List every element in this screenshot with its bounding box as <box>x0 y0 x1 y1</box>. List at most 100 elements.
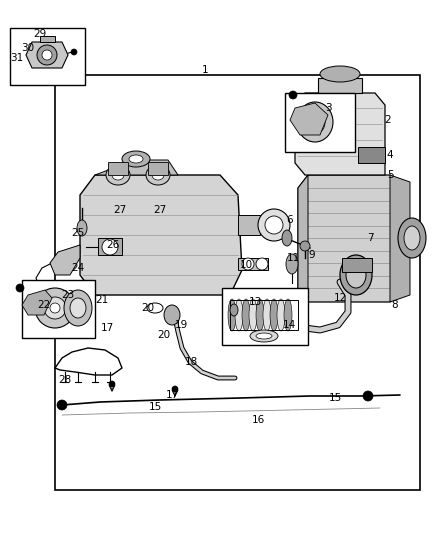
Ellipse shape <box>50 303 60 313</box>
Ellipse shape <box>256 258 268 270</box>
Ellipse shape <box>363 391 373 401</box>
Ellipse shape <box>164 305 180 325</box>
Text: 8: 8 <box>392 300 398 310</box>
Text: 27: 27 <box>113 205 127 215</box>
Text: 18: 18 <box>184 357 198 367</box>
Text: 13: 13 <box>248 297 261 307</box>
Text: 10: 10 <box>240 260 253 270</box>
Text: 28: 28 <box>58 375 72 385</box>
Ellipse shape <box>71 49 77 55</box>
Ellipse shape <box>404 226 420 250</box>
Text: 15: 15 <box>148 402 162 412</box>
Ellipse shape <box>284 299 292 331</box>
Text: 20: 20 <box>157 330 170 340</box>
Text: 15: 15 <box>328 393 342 403</box>
Text: 9: 9 <box>309 250 315 260</box>
Text: 23: 23 <box>61 290 74 300</box>
Ellipse shape <box>147 303 163 313</box>
Polygon shape <box>390 175 410 302</box>
Polygon shape <box>298 175 308 302</box>
Polygon shape <box>148 162 168 175</box>
Text: 2: 2 <box>385 115 391 125</box>
Polygon shape <box>26 42 68 68</box>
Polygon shape <box>238 258 268 270</box>
Ellipse shape <box>64 290 92 326</box>
Text: 4: 4 <box>387 150 393 160</box>
Ellipse shape <box>282 230 292 246</box>
Ellipse shape <box>146 165 170 185</box>
Polygon shape <box>98 238 122 255</box>
Text: 19: 19 <box>174 320 187 330</box>
Polygon shape <box>40 36 55 42</box>
Ellipse shape <box>270 299 278 331</box>
Text: 7: 7 <box>367 233 373 243</box>
Polygon shape <box>108 162 128 175</box>
Ellipse shape <box>37 45 57 65</box>
Polygon shape <box>298 175 398 302</box>
Ellipse shape <box>250 330 278 342</box>
Text: 20: 20 <box>141 303 155 313</box>
Text: 17: 17 <box>100 323 113 333</box>
Text: 14: 14 <box>283 320 296 330</box>
Ellipse shape <box>340 255 372 295</box>
Text: 6: 6 <box>287 215 293 225</box>
Polygon shape <box>290 103 328 135</box>
Text: 29: 29 <box>33 29 46 39</box>
Ellipse shape <box>258 209 290 241</box>
Ellipse shape <box>129 155 143 163</box>
Text: 1: 1 <box>201 65 208 75</box>
Ellipse shape <box>242 258 254 270</box>
Ellipse shape <box>44 297 66 319</box>
Polygon shape <box>80 175 242 295</box>
Ellipse shape <box>172 386 178 392</box>
Ellipse shape <box>57 400 67 410</box>
Ellipse shape <box>35 288 75 328</box>
Polygon shape <box>238 215 260 235</box>
Ellipse shape <box>398 218 426 258</box>
Ellipse shape <box>16 284 24 292</box>
Ellipse shape <box>297 102 333 142</box>
Polygon shape <box>95 160 178 175</box>
Ellipse shape <box>286 254 298 274</box>
Ellipse shape <box>106 165 130 185</box>
Text: 30: 30 <box>21 43 35 53</box>
Text: 17: 17 <box>166 390 179 400</box>
Text: 12: 12 <box>333 293 346 303</box>
Ellipse shape <box>102 239 118 255</box>
Ellipse shape <box>42 50 52 60</box>
Bar <box>22 280 95 338</box>
Text: 11: 11 <box>286 253 300 263</box>
Text: 27: 27 <box>153 205 166 215</box>
Ellipse shape <box>122 151 150 167</box>
Text: 22: 22 <box>37 300 51 310</box>
Ellipse shape <box>346 262 366 288</box>
Bar <box>55 75 420 490</box>
Text: 5: 5 <box>387 170 393 180</box>
Ellipse shape <box>256 333 272 339</box>
Polygon shape <box>342 258 372 272</box>
Text: 21: 21 <box>95 295 109 305</box>
Ellipse shape <box>277 293 297 323</box>
Ellipse shape <box>263 299 271 331</box>
Ellipse shape <box>242 299 250 331</box>
Text: 25: 25 <box>71 228 85 238</box>
Polygon shape <box>318 78 362 93</box>
Bar <box>222 288 308 345</box>
Ellipse shape <box>112 170 124 180</box>
Polygon shape <box>50 245 80 275</box>
Ellipse shape <box>305 110 325 134</box>
Ellipse shape <box>152 170 164 180</box>
Polygon shape <box>295 93 385 175</box>
Polygon shape <box>22 290 52 315</box>
Ellipse shape <box>287 121 303 149</box>
Ellipse shape <box>109 381 115 387</box>
Text: 3: 3 <box>325 103 331 113</box>
Ellipse shape <box>77 220 87 236</box>
Ellipse shape <box>230 304 238 316</box>
Ellipse shape <box>320 66 360 82</box>
Ellipse shape <box>265 216 283 234</box>
Text: 31: 31 <box>11 53 24 63</box>
Ellipse shape <box>249 299 257 331</box>
Text: 16: 16 <box>251 415 265 425</box>
Ellipse shape <box>256 299 264 331</box>
